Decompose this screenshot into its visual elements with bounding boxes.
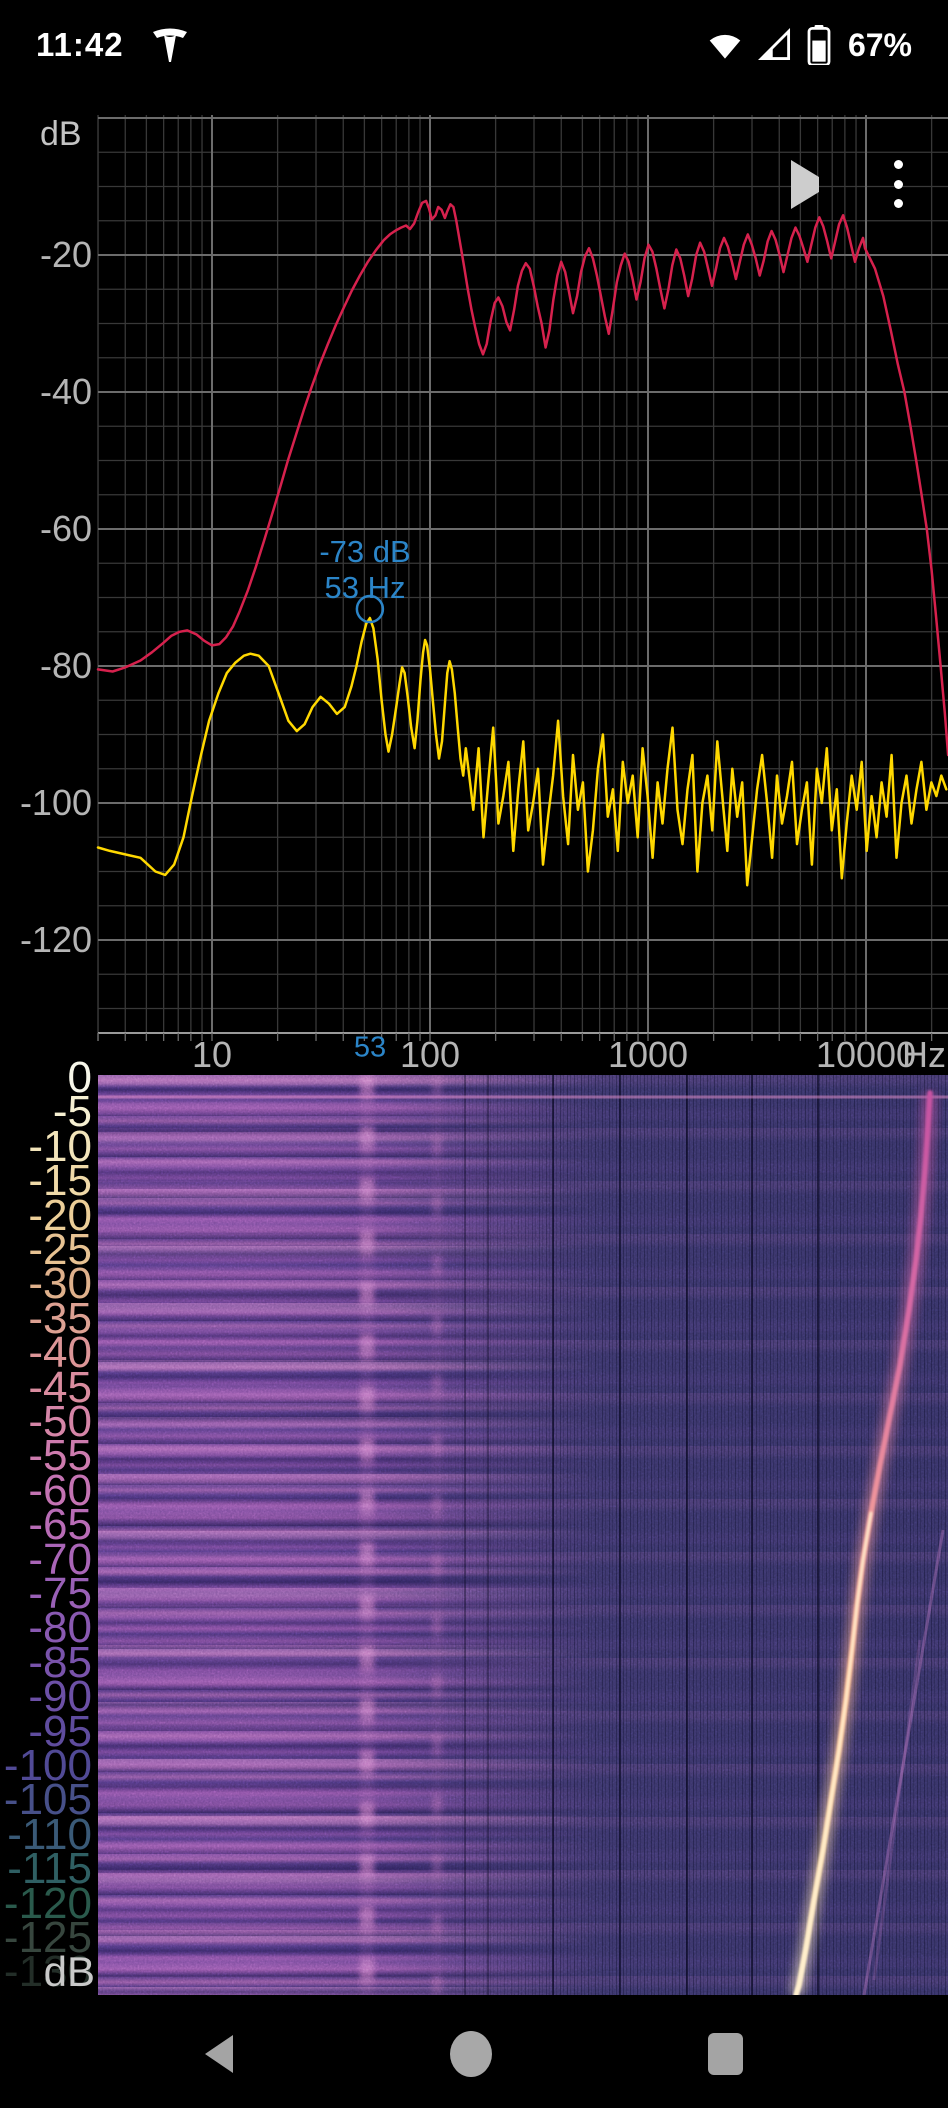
sweep-harmonic-line — [872, 1639, 922, 1981]
y-tick-label: -120 — [19, 919, 92, 960]
spectrogram-db-label: -50 — [28, 1397, 92, 1446]
spectrogram-db-label: -70 — [28, 1534, 92, 1584]
spectrogram-db-label: -105 — [3, 1775, 92, 1825]
spectrogram-db-label: -35 — [28, 1293, 92, 1343]
spectrogram-db-label: -90 — [28, 1672, 92, 1722]
x-axis-unit-label: Hz — [902, 1034, 946, 1075]
y-axis-unit-label: dB — [40, 115, 82, 153]
grid-major-lines — [98, 115, 948, 1033]
spectrogram-block-divider-lines — [464, 1075, 819, 1995]
spectrogram-db-label: -5 — [52, 1087, 92, 1137]
overflow-menu-button[interactable] — [884, 158, 912, 210]
spectrogram-db-label: -10 — [28, 1121, 92, 1171]
spectrogram-db-label: -75 — [28, 1569, 92, 1618]
sweep-trace-hot-core — [794, 1511, 873, 1995]
spectrogram-db-label: -20 — [28, 1190, 92, 1240]
x-axis-tick-stubs — [97, 1033, 933, 1041]
spectrogram-db-label: -125 — [3, 1913, 92, 1962]
spectrogram-db-label: 0 — [67, 1053, 92, 1102]
kebab-dot — [893, 179, 903, 189]
y-tick-label: -60 — [39, 508, 92, 549]
spectrogram-db-label: -110 — [7, 1809, 92, 1859]
spectrogram-waterfall[interactable] — [98, 1075, 948, 1995]
battery-percent: 67% — [847, 26, 912, 63]
status-bar: 11:42 67% — [0, 0, 948, 90]
spectrogram-db-label: -55 — [28, 1431, 92, 1481]
grid-minor-lines — [97, 115, 948, 1033]
spectrogram-db-label: -15 — [28, 1156, 92, 1206]
kebab-dot — [893, 160, 903, 169]
recents-button[interactable] — [708, 2033, 743, 2075]
android-nav-bar — [0, 2000, 948, 2108]
marker-freq-readout: 53 Hz — [324, 570, 406, 605]
home-button[interactable] — [449, 2031, 492, 2077]
spectrum-plot[interactable]: dB -20 -40 -60 -80 -100 -120 10 100 1000 10000 H… — [0, 90, 948, 1075]
spectrogram-section: 0 -5 -10 -15 -20 -25 -30 -35 -40 -45 -50 -55 -60 -65-… — [0, 1056, 948, 1997]
y-tick-label: -40 — [39, 371, 92, 412]
kebab-dot — [893, 199, 903, 208]
spectrogram-db-label: -100 — [3, 1741, 92, 1790]
spectrogram-db-label: -40 — [28, 1328, 92, 1378]
sweep-harmonic-line — [862, 1529, 945, 1995]
spectrogram-db-label: -30 — [28, 1259, 92, 1309]
spectrogram-db-label: -130 — [3, 1947, 92, 1997]
x-tick-label: 100 — [399, 1034, 461, 1075]
y-tick-label: -100 — [19, 782, 92, 823]
spectrogram-db-label: -85 — [28, 1637, 92, 1687]
spectrogram-db-label: -60 — [28, 1465, 92, 1515]
marker-freq-tick: 53 — [353, 1031, 387, 1064]
spectrogram-db-label: -80 — [28, 1603, 92, 1653]
tesla-notification-icon — [150, 24, 190, 66]
play-button[interactable] — [790, 159, 820, 209]
max-hold-curve — [96, 199, 948, 757]
status-icons: 67% — [706, 25, 912, 65]
spectrogram-db-label: -95 — [28, 1706, 92, 1756]
spectrogram-db-label: -115 — [7, 1844, 92, 1894]
clock: 11:42 — [36, 26, 124, 63]
x-tick-label: 1000 — [607, 1034, 689, 1075]
sweep-harmonic-traces — [862, 1529, 945, 1995]
x-tick-label: 10000 — [815, 1034, 917, 1075]
back-button[interactable] — [205, 2035, 233, 2073]
spectrogram-grain-texture — [98, 1075, 948, 1995]
y-tick-label: -20 — [39, 234, 92, 275]
live-spectrum-curve — [96, 616, 948, 887]
marker-db-readout: -73 dB — [319, 534, 411, 569]
wifi-icon — [709, 34, 741, 59]
spectrogram-overlay-canvas — [98, 1075, 948, 1995]
spectrum-plot-canvas — [96, 115, 948, 1041]
play-icon — [791, 159, 819, 209]
spectrogram-db-label: -45 — [28, 1362, 92, 1412]
spectrogram-db-label: -25 — [28, 1225, 92, 1274]
spectrogram-db-label: -65 — [28, 1500, 92, 1550]
cellular-signal-icon — [757, 28, 790, 61]
battery-icon — [807, 25, 831, 65]
spectrogram-db-label: -120 — [3, 1878, 92, 1928]
y-tick-label: -80 — [39, 645, 92, 686]
x-tick-label: 10 — [191, 1034, 233, 1075]
peak-marker-ring[interactable] — [355, 594, 385, 624]
spectrogram-unit-label: dB — [43, 1948, 95, 1995]
